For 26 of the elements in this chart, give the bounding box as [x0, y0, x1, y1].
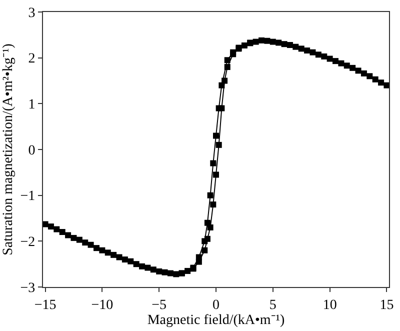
y-tick-label: −3 [20, 280, 36, 296]
y-tick-label: 1 [28, 98, 36, 113]
x-tick-label: −10 [91, 298, 114, 313]
point [196, 254, 202, 260]
y-axis-title: Saturation magnetization/(A•m²•kg⁻¹) [0, 43, 16, 256]
x-tick-label: 5 [269, 298, 276, 313]
point [218, 82, 225, 88]
x-tick-label: 10 [322, 298, 337, 313]
y-tick-label: −1 [20, 189, 36, 204]
y-tick-label: 3 [28, 6, 36, 21]
x-tick-label: −15 [34, 298, 56, 313]
point [216, 105, 222, 112]
y-tick-label: −2 [20, 235, 36, 250]
point [202, 238, 208, 244]
x-tick-label: 15 [380, 298, 394, 313]
point [210, 160, 216, 166]
point [213, 132, 219, 139]
x-tick-label: 0 [212, 298, 220, 313]
point [178, 270, 185, 276]
point [207, 192, 214, 198]
point [224, 57, 230, 64]
x-axis-title: Magnetic field/(kA•m⁻¹) [147, 313, 286, 328]
y-tick-label: 0 [28, 143, 36, 158]
y-tick-label: 2 [28, 52, 36, 67]
point [204, 220, 210, 226]
x-tick-label: −5 [152, 298, 167, 313]
